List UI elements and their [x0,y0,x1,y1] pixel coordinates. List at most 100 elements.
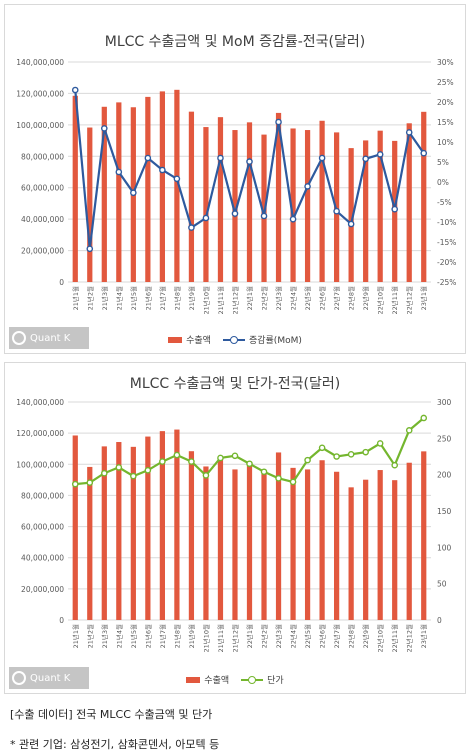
line-point [391,461,399,469]
x-tick-label: 21년5월 [129,624,138,648]
line-point [173,175,181,183]
x-tick-label: 21년3월 [100,286,109,310]
y-tick-label: 0 [59,616,64,625]
bar [377,470,383,620]
bar [406,462,412,620]
x-tick-label: 21년12월 [230,286,239,315]
bar [203,466,209,620]
x-tick-label: 21년9월 [187,624,196,648]
line-point [420,149,428,157]
x-tick-label: 21년1월 [71,286,80,310]
bar [421,111,427,282]
x-tick-label: 21년6월 [143,624,152,648]
bar [145,436,151,620]
bar [290,128,296,282]
x-tick-label: 22년2월 [260,624,269,648]
y-tick-label: 80,000,000 [21,152,64,161]
bar [188,111,195,283]
caption-title: [수출 데이터] 전국 MLCC 수출금액 및 단가 [10,708,213,721]
bar [72,95,78,283]
x-tick-label: 22년3월 [274,624,283,648]
line-point [318,154,326,162]
y-tick-label: 40,000,000 [21,215,64,224]
x-tick-label: 22년12월 [405,624,414,653]
y2-tick-label: 100 [437,543,452,552]
line-point [362,448,369,456]
y-tick-label: 120,000,000 [16,89,64,98]
x-tick-label: 23년1월 [419,286,428,310]
bar [130,446,136,620]
line-point [86,245,94,253]
line-point [188,224,195,231]
line-point [173,451,181,459]
bar [348,487,354,620]
bar [334,471,340,620]
x-tick-label: 22년1월 [245,286,254,310]
line-point [391,205,399,213]
x-tick-label: 22년8월 [347,624,356,648]
x-tick-label: 21년3월 [100,624,109,648]
chart-panel-price: MLCC 수출금액 및 단가-전국(달러) 0 20,000,000 40,000,… [4,362,466,694]
line-point [159,166,166,174]
y2-tick-label: 200 [437,471,452,480]
x-tick-label: 22년9월 [361,286,370,310]
line-point [86,479,94,486]
y2-tick-label: 5% [437,158,449,167]
bar [232,469,238,620]
line-point [376,440,384,447]
legend-item-price: 단가 [241,673,284,686]
line-point [333,453,340,460]
bar [261,134,267,282]
x-tick-label: 22년11월 [390,286,399,315]
chart-title: MLCC 수출금액 및 단가-전국(달러) [129,376,341,392]
bar [87,127,93,283]
y2-tick-label: 250 [437,434,452,443]
x-tick-label: 22년4월 [289,624,298,648]
bar [87,466,93,620]
line-point [405,427,413,434]
x-tick-label: 21년7월 [158,286,167,310]
x-tick-label: 22년4월 [289,286,298,310]
y-tick-label: 0 [59,278,64,287]
line-point [71,86,79,94]
bar [217,456,224,620]
line-point [289,478,297,486]
bar [319,460,325,620]
line-point [347,220,355,228]
legend-swatch-bar [186,676,201,683]
bar [421,451,427,620]
line-point [304,456,311,464]
x-tick-label: 21년8월 [172,286,181,310]
y2-tick-label: -5% [437,198,452,207]
y2-tick-label: 150 [437,507,452,516]
bar [188,451,195,620]
y-tick-label: 20,000,000 [21,585,64,594]
watermark: Quant K [9,667,89,689]
chart-legend: 수출액 증감률(MoM) [5,333,465,346]
line-point [420,414,428,422]
y2-tick-label: 10% [437,138,454,147]
bar [275,112,282,283]
line-point [318,444,326,452]
legend-label-export: 수출액 [186,336,211,346]
bar [159,91,165,282]
legend-item-mom: 증감률(MoM) [222,333,302,346]
x-tick-label: 21년6월 [143,286,152,310]
line-point [376,151,384,158]
x-tick-label: 21년2월 [85,286,94,310]
x-tick-label: 22년3월 [274,286,283,310]
y2-tick-label: -15% [437,238,456,247]
y2-tick-label: 30% [437,58,454,67]
line-point [202,472,210,479]
y2-tick-label: -10% [437,218,456,227]
line-point [275,118,282,126]
line-point [231,210,239,217]
x-tick-label: 21년7월 [158,624,167,648]
line-point [188,458,195,465]
legend-label-price: 단가 [267,676,284,686]
legend-item-export: 수출액 [168,333,211,346]
legend-label-export: 수출액 [204,676,230,686]
line-point [101,125,108,132]
x-tick-label: 22년10월 [376,286,385,315]
y2-tick-label: 50 [437,580,447,589]
